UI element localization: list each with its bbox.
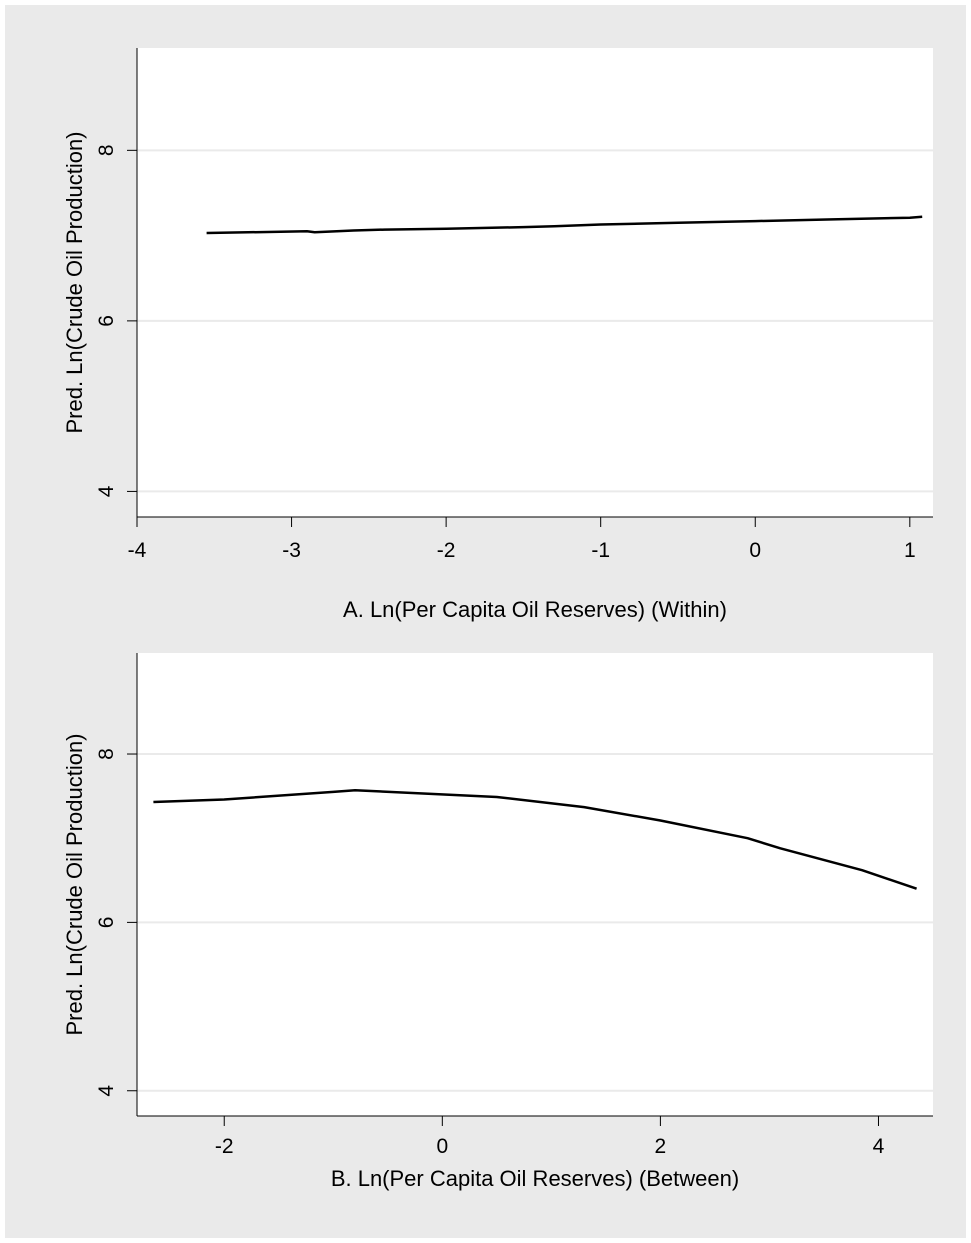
y-tick-label: 8: [95, 748, 118, 760]
x-tick-label: -2: [437, 539, 456, 562]
x-tick-label: 0: [436, 1135, 448, 1158]
y-tick-label: 6: [95, 917, 118, 929]
y-tick-label: 4: [95, 485, 118, 497]
x-axis-title-b: B. Ln(Per Capita Oil Reserves) (Between): [331, 1166, 739, 1191]
y-axis-title-a: Pred. Ln(Crude Oil Production): [62, 131, 87, 433]
y-tick-label: 6: [95, 315, 118, 327]
x-tick-label: 2: [655, 1135, 667, 1158]
plot-region-a: [137, 48, 933, 517]
gridlines-b: [137, 753, 933, 1092]
x-axis-title-a: A. Ln(Per Capita Oil Reserves) (Within): [343, 597, 727, 622]
series-line-a: [206, 215, 923, 235]
x-tick-label: -1: [591, 539, 610, 562]
x-tick-label: 0: [749, 539, 761, 562]
x-ticks-b: -2 0 2 4: [215, 1116, 885, 1158]
x-tick-label: 1: [904, 539, 916, 562]
x-ticks-a: -4 -3 -2 -1 0 1: [128, 517, 916, 562]
plot-region-b: [137, 653, 933, 1116]
y-ticks-b: 4 6 8: [95, 748, 137, 1097]
panel-b: 4 6 8 -2 0 2 4 B. Ln(Per Capita Oil Reserves)…: [62, 653, 933, 1191]
x-tick-label: -2: [215, 1135, 234, 1158]
y-tick-label: 8: [95, 144, 118, 156]
y-ticks-a: 4 6 8: [95, 144, 137, 497]
x-tick-label: -3: [282, 539, 301, 562]
x-tick-label: 4: [873, 1135, 885, 1158]
y-axis-title-b: Pred. Ln(Crude Oil Production): [62, 733, 87, 1035]
panel-a: 4 6 8 -4 -3 -2 -1 0 1 A. Ln(Per Capita Oil Rese…: [62, 48, 933, 622]
gridlines-a: [137, 149, 933, 493]
series-line-b: [153, 788, 918, 890]
x-tick-label: -4: [128, 539, 147, 562]
y-tick-label: 4: [95, 1085, 118, 1097]
